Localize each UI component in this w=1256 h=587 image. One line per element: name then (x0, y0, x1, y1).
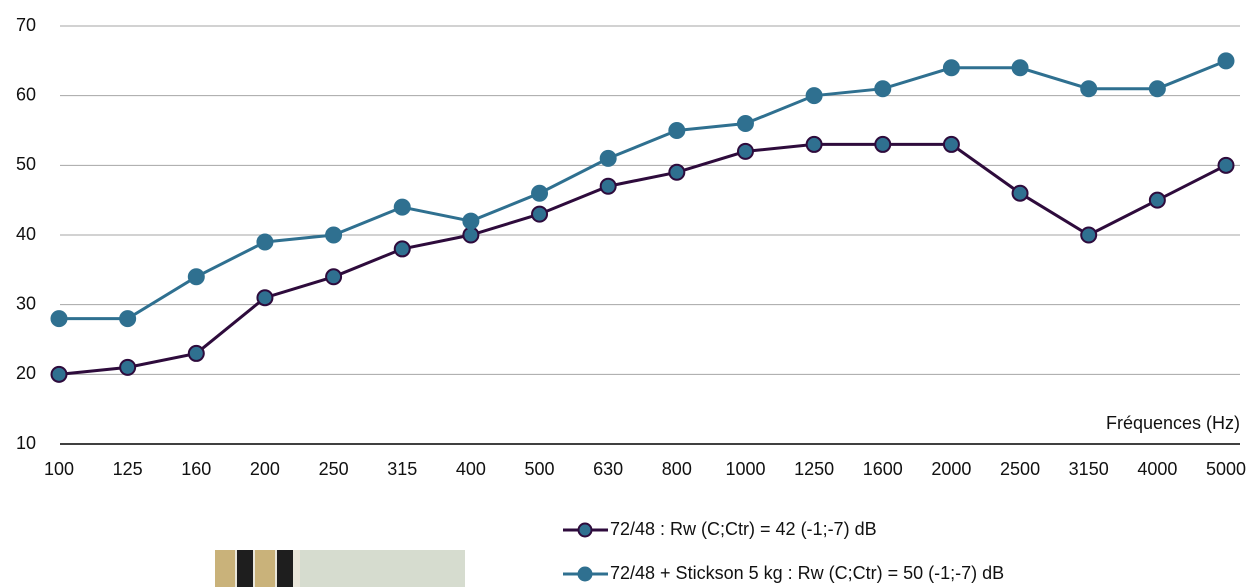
y-tick-label: 40 (16, 224, 36, 244)
data-point (599, 177, 617, 195)
x-tick-label: 500 (525, 459, 555, 479)
data-point (736, 115, 754, 133)
data-point (462, 212, 480, 230)
data-point (1080, 226, 1098, 244)
product-photo (215, 550, 465, 587)
x-tick-label: 125 (113, 459, 143, 479)
data-point (187, 268, 205, 286)
data-point (325, 268, 343, 286)
data-point (668, 122, 686, 139)
data-point (50, 310, 68, 328)
data-point (1148, 80, 1166, 98)
x-tick-label: 3150 (1069, 459, 1109, 479)
x-tick-label: 5000 (1206, 459, 1246, 479)
data-point (187, 344, 205, 362)
data-point (668, 163, 686, 181)
x-tick-label: 400 (456, 459, 486, 479)
data-point (531, 205, 549, 223)
x-tick-label: 315 (387, 459, 417, 479)
data-point (736, 142, 754, 160)
x-tick-label: 2500 (1000, 459, 1040, 479)
data-point (1148, 191, 1166, 209)
data-point (393, 198, 411, 216)
photo-layer (215, 550, 235, 587)
x-tick-label: 1000 (725, 459, 765, 479)
y-tick-label: 10 (16, 433, 36, 453)
data-point (1011, 59, 1029, 77)
x-tick-label: 100 (44, 459, 74, 479)
data-point (874, 135, 892, 153)
x-tick-label: 160 (181, 459, 211, 479)
data-point (942, 135, 960, 153)
x-tick-label: 800 (662, 459, 692, 479)
x-tick-label: 4000 (1137, 459, 1177, 479)
photo-panel (300, 550, 465, 587)
data-point (1217, 156, 1235, 174)
y-tick-label: 70 (16, 15, 36, 35)
data-point (1217, 52, 1235, 70)
legend-marker (577, 566, 593, 582)
data-point (462, 226, 480, 244)
photo-layer (237, 550, 253, 587)
data-point (1011, 184, 1029, 202)
data-point (942, 59, 960, 77)
series-line (59, 59, 1227, 321)
data-point (325, 226, 343, 244)
data-point (256, 233, 274, 251)
data-point (531, 184, 549, 202)
data-point (119, 358, 137, 376)
data-point (50, 365, 68, 383)
x-tick-label: 1600 (863, 459, 903, 479)
x-axis-label: Fréquences (Hz) (1106, 413, 1240, 433)
data-point (256, 289, 274, 307)
data-point (119, 310, 137, 328)
y-tick-label: 50 (16, 154, 36, 174)
series-line (58, 142, 1227, 376)
y-tick-label: 60 (16, 84, 36, 104)
y-tick-label: 20 (16, 363, 36, 383)
x-tick-label: 630 (593, 459, 623, 479)
x-tick-label: 200 (250, 459, 280, 479)
data-point (393, 240, 411, 258)
data-point (1080, 80, 1098, 98)
photo-layer (277, 550, 293, 587)
data-point (599, 149, 617, 167)
x-tick-label: 250 (319, 459, 349, 479)
legend-label: 72/48 + Stickson 5 kg : Rw (C;Ctr) = 50 … (610, 563, 1004, 583)
x-tick-label: 1250 (794, 459, 834, 479)
data-point (805, 87, 823, 105)
x-tick-label: 2000 (931, 459, 971, 479)
legend-label: 72/48 : Rw (C;Ctr) = 42 (-1;-7) dB (610, 519, 877, 539)
data-point (874, 80, 892, 98)
data-point (805, 135, 823, 153)
y-tick-label: 30 (16, 293, 36, 313)
photo-layer (255, 550, 275, 587)
legend-marker (577, 522, 593, 538)
